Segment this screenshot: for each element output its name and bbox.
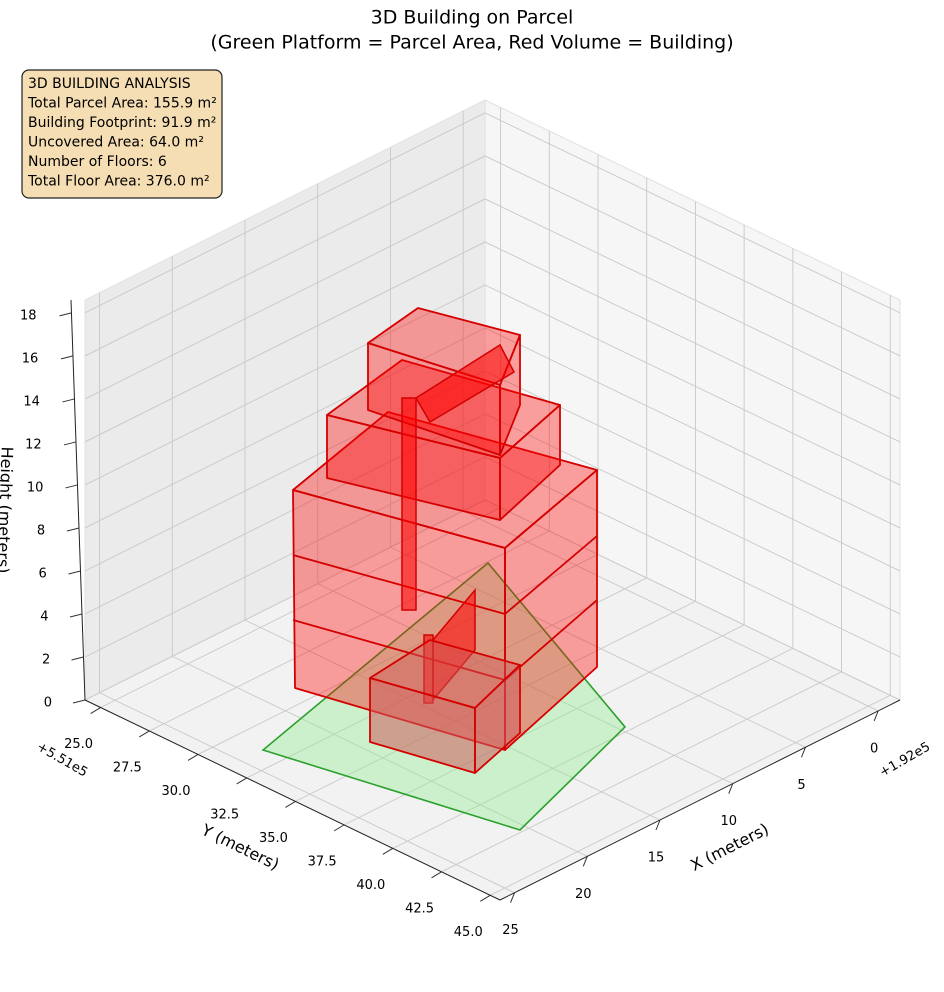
- info-line: Uncovered Area: 64.0 m²: [28, 135, 204, 151]
- info-box: [21, 69, 223, 199]
- z-axis-label: Height (meters): [0, 446, 17, 574]
- floor-line: [504, 535, 598, 615]
- info-line: Number of Floors: 6: [28, 154, 167, 170]
- chart-subtitle: (Green Platform = Parcel Area, Red Volum…: [210, 32, 733, 54]
- tick-mark: [90, 707, 101, 714]
- parcel-platform: [261, 561, 627, 831]
- y-tick-label: 30.0: [162, 784, 191, 799]
- chart-title: 3D Building on Parcel: [371, 7, 574, 29]
- x-tick-label: 15: [648, 851, 665, 866]
- grid-line: [84, 499, 901, 701]
- y-tick-label: 25.0: [64, 737, 93, 752]
- info-line: 3D BUILDING ANALYSIS: [28, 76, 191, 92]
- tick-mark: [72, 699, 86, 704]
- y-tick-label: 40.0: [356, 878, 385, 893]
- building-model: [261, 307, 627, 831]
- info-line: Total Parcel Area: 155.9 m²: [27, 96, 217, 112]
- x-tick-label: 20: [575, 887, 592, 902]
- tick-mark: [510, 892, 516, 903]
- y-tick-label: 37.5: [308, 854, 337, 869]
- z-tick-label: 6: [39, 566, 47, 581]
- x-tick-label: 0: [870, 741, 878, 756]
- z-tick-label: 2: [42, 652, 50, 667]
- tick-mark: [728, 783, 734, 794]
- y-axis-line: [84, 699, 501, 901]
- y-axis-label: Y (meters): [198, 820, 283, 874]
- z-tick-label: 4: [40, 609, 48, 624]
- info-line: Total Floor Area: 376.0 m²: [27, 174, 210, 190]
- grid-line: [84, 327, 901, 529]
- z-tick-label: 12: [25, 437, 42, 452]
- building-face: [499, 334, 521, 456]
- info-text: 3D BUILDING ANALYSIS Total Parcel Area: 1…: [27, 76, 217, 190]
- tick-mark: [800, 747, 806, 758]
- y-tick-label: 45.0: [454, 925, 483, 940]
- grid-line: [84, 241, 901, 443]
- x-tick-label: 25: [502, 923, 519, 938]
- z-tick-label: 8: [37, 523, 45, 538]
- tick-mark: [333, 824, 345, 832]
- building-face: [474, 664, 521, 774]
- y-tick-label: 35.0: [259, 831, 288, 846]
- tick-mark: [480, 894, 491, 902]
- tick-mark: [60, 355, 74, 360]
- tick-mark: [71, 656, 84, 661]
- building-core: [401, 397, 417, 611]
- x-offset: +1.92e5: [877, 739, 933, 780]
- tick-mark: [68, 570, 81, 575]
- grid-line: [84, 198, 901, 400]
- grid-line: [84, 456, 901, 658]
- y-tick-label: 42.5: [405, 901, 434, 916]
- info-line: Building Footprint: 91.9 m²: [28, 115, 216, 131]
- z-tick-label: 16: [22, 351, 39, 366]
- z-tick-label: 0: [44, 696, 52, 711]
- y-tick-label: 32.5: [210, 807, 239, 822]
- grid-line: [84, 284, 901, 486]
- building-core: [414, 343, 515, 424]
- tick-mark: [431, 871, 442, 879]
- tick-mark: [65, 484, 78, 489]
- tick-mark: [63, 441, 77, 446]
- tick-mark: [655, 819, 661, 831]
- x-tick-label: 5: [797, 778, 805, 793]
- grid: [59, 107, 901, 903]
- y-tick-label: 27.5: [113, 760, 142, 775]
- z-tick-label: 18: [20, 308, 37, 323]
- tick-mark: [236, 777, 247, 785]
- tick-mark: [382, 847, 394, 855]
- tick-mark: [285, 800, 296, 808]
- x-tick-label: 10: [720, 814, 737, 829]
- tick-mark: [69, 613, 83, 618]
- z-tick-label: 10: [27, 480, 44, 495]
- tick-mark: [59, 312, 72, 317]
- tick-mark: [139, 730, 150, 738]
- tick-mark: [66, 527, 80, 532]
- tick-mark: [187, 754, 199, 761]
- z-axis-line: [70, 299, 86, 701]
- grid-line: [84, 112, 901, 314]
- tick-mark: [582, 856, 588, 867]
- z-tick-label: 14: [23, 394, 40, 409]
- floor-line: [292, 619, 506, 681]
- building-core: [432, 587, 476, 703]
- tick-mark: [873, 710, 879, 722]
- grid-line: [84, 413, 901, 615]
- tick-mark: [62, 398, 75, 403]
- x-axis-line: [499, 699, 901, 901]
- grid-line: [84, 155, 901, 357]
- building-face: [499, 404, 561, 521]
